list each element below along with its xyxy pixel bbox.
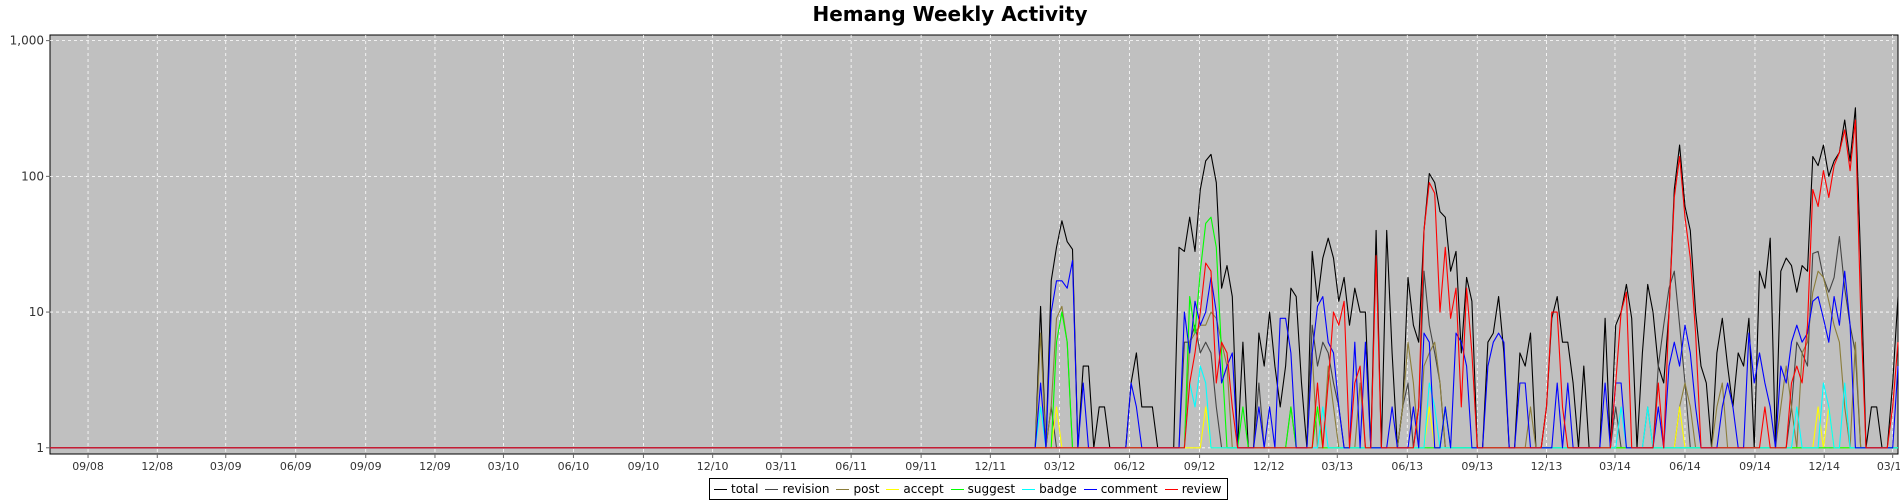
legend: total revision post accept suggest badge comme… — [709, 478, 1229, 500]
x-tick-label: 12/13 — [1531, 460, 1563, 473]
x-tick-label: 06/11 — [835, 460, 867, 473]
legend-label: revision — [782, 482, 830, 496]
legend-swatch — [1164, 488, 1178, 490]
legend-swatch — [714, 488, 727, 490]
series-lines — [50, 107, 1899, 449]
legend-label: badge — [1039, 482, 1077, 496]
legend-label: review — [1181, 482, 1222, 496]
x-tick-label: 09/14 — [1739, 460, 1771, 473]
legend-item-total: total — [714, 482, 758, 496]
legend-item-review: review — [1164, 482, 1222, 496]
x-tick-label: 03/14 — [1599, 460, 1631, 473]
legend-label: suggest — [967, 482, 1016, 496]
x-tick-label: 12/12 — [1253, 460, 1285, 473]
x-tick-label: 03/15 — [1877, 460, 1900, 473]
legend-label: post — [853, 482, 880, 496]
legend-swatch — [886, 488, 900, 490]
x-tick-label: 12/10 — [697, 460, 729, 473]
x-tick-label: 03/13 — [1321, 460, 1353, 473]
legend-label: accept — [903, 482, 944, 496]
legend-swatch — [1083, 488, 1097, 490]
x-tick-label: 09/08 — [72, 460, 104, 473]
x-tick-label: 09/09 — [350, 460, 382, 473]
y-tick-label: 100 — [21, 169, 44, 183]
x-tick-label: 12/14 — [1808, 460, 1840, 473]
legend-item-comment: comment — [1083, 482, 1158, 496]
x-tick-label: 06/09 — [280, 460, 312, 473]
x-tick-label: 03/10 — [488, 460, 520, 473]
legend-swatch — [1022, 488, 1036, 490]
x-tick-label: 06/10 — [558, 460, 590, 473]
x-tick-label: 03/12 — [1044, 460, 1076, 473]
plot-area — [49, 34, 1899, 455]
x-tick-label: 12/11 — [975, 460, 1007, 473]
x-axis: 09/08 12/08 03/09 06/09 09/09 12/09 03/10 06/10… — [72, 454, 1900, 473]
legend-item-suggest: suggest — [950, 482, 1016, 496]
x-tick-label: 12/09 — [419, 460, 451, 473]
x-tick-label: 03/09 — [210, 460, 242, 473]
legend-item-badge: badge — [1022, 482, 1077, 496]
y-tick-label: 10 — [29, 305, 44, 319]
x-tick-label: 09/12 — [1184, 460, 1216, 473]
legend-swatch — [765, 488, 779, 490]
legend-label: total — [731, 482, 759, 496]
y-tick-label: 1 — [36, 441, 44, 455]
x-tick-label: 09/11 — [905, 460, 937, 473]
x-tick-label: 09/13 — [1461, 460, 1493, 473]
x-tick-label: 12/08 — [141, 460, 173, 473]
y-tick-label: 1,000 — [10, 34, 44, 48]
legend-item-revision: revision — [765, 482, 829, 496]
y-axis: 1 10 100 1,000 — [10, 34, 50, 455]
x-tick-label: 09/10 — [628, 460, 660, 473]
x-tick-label: 06/13 — [1391, 460, 1423, 473]
chart-title: Hemang Weekly Activity — [812, 2, 1088, 26]
series-line-review — [50, 119, 1899, 449]
legend-label: comment — [1100, 482, 1158, 496]
legend-item-accept: accept — [886, 482, 944, 496]
legend-swatch — [950, 488, 964, 490]
legend-item-post: post — [836, 482, 879, 496]
x-tick-label: 03/11 — [765, 460, 797, 473]
x-tick-label: 06/12 — [1114, 460, 1146, 473]
legend-swatch — [836, 488, 850, 490]
x-tick-label: 06/14 — [1669, 460, 1701, 473]
